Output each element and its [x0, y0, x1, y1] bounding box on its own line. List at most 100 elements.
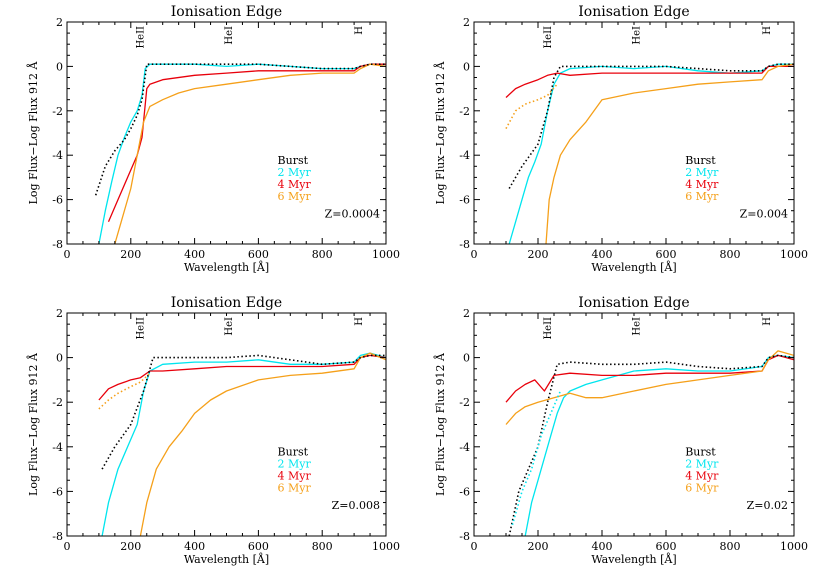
y-tick-label: -2 [459, 396, 470, 409]
series-line-6-myr [545, 63, 794, 244]
series-line-dotted-3 [101, 354, 386, 470]
series-line-6-myr [114, 63, 386, 244]
chart-panel-1: 0 200 400 600 800 1000 -8 -6 -4 -2 0 2 Ionisation Ed… [26, 4, 400, 274]
y-tick-label: 0 [56, 60, 63, 73]
edge-label-h: H [762, 26, 773, 35]
legend-entry: 2 Myr [685, 166, 719, 179]
legend-entry: 4 Myr [278, 470, 312, 483]
x-tick-label: 800 [720, 540, 741, 553]
y-tick-label: -4 [52, 149, 63, 162]
x-tick-label: 0 [64, 248, 71, 261]
x-tick-label: 600 [248, 248, 269, 261]
edge-label-h: H [354, 317, 365, 326]
series-line-dotted-4 [511, 390, 562, 526]
y-tick-label: -6 [52, 194, 63, 207]
edge-label-hei: HeI [224, 26, 235, 45]
chart-panel-4: 0 200 400 600 800 1000 -8 -6 -4 -2 0 2 Ionisation Ed… [433, 295, 808, 566]
legend-entry: 4 Myr [685, 178, 719, 191]
legend-entry: 2 Myr [278, 166, 312, 179]
x-tick-label: 400 [592, 248, 613, 261]
series-line-4-myr [98, 354, 386, 401]
y-axis-label: Log Flux−Log Flux 912 Å [26, 60, 40, 204]
series-line-dotted-4 [505, 83, 558, 129]
y-tick-label: -4 [52, 441, 63, 454]
y-tick-label: -6 [52, 485, 63, 498]
legend-entry: 2 Myr [278, 458, 312, 471]
x-tick-label: 800 [312, 248, 333, 261]
y-tick-label: -6 [459, 194, 470, 207]
y-tick-label: -8 [459, 238, 470, 251]
legend-entry: 6 Myr [685, 482, 719, 495]
x-axis-label: Wavelength [Å] [184, 260, 269, 274]
series-line-dotted-3 [94, 63, 386, 196]
x-tick-label: 600 [248, 540, 269, 553]
y-tick-label: 0 [463, 352, 470, 365]
legend-title: Burst [278, 154, 309, 167]
edge-label-h: H [354, 26, 365, 35]
y-axis-label: Log Flux−Log Flux 912 Å [433, 60, 447, 204]
legend-entry: 4 Myr [685, 470, 719, 483]
y-tick-label: 0 [463, 60, 470, 73]
y-tick-label: -2 [52, 105, 63, 118]
y-tick-label: 2 [463, 307, 470, 320]
x-tick-label: 600 [656, 248, 677, 261]
series-line-2-myr [524, 354, 794, 536]
x-tick-label: 1000 [372, 248, 400, 261]
x-tick-label: 0 [471, 248, 478, 261]
x-tick-label: 200 [528, 248, 549, 261]
y-tick-label: 2 [56, 16, 63, 29]
series-line-4-myr [505, 65, 794, 98]
x-tick-label: 0 [64, 540, 71, 553]
legend-title: Burst [685, 154, 716, 167]
y-tick-label: 2 [463, 16, 470, 29]
edge-label-hei: HeI [631, 26, 642, 45]
chart-panel-2: 0 200 400 600 800 1000 -8 -6 -4 -2 0 2 Ionisation Ed… [433, 4, 808, 274]
legend-entry: 4 Myr [278, 178, 312, 191]
x-tick-label: 400 [592, 540, 613, 553]
metallicity-label: Z=0.02 [747, 499, 788, 512]
edge-label-heii: HeII [543, 317, 554, 340]
series-group [505, 63, 794, 244]
x-tick-label: 1000 [780, 248, 808, 261]
edge-label-hei: HeI [631, 317, 642, 336]
x-tick-label: 0 [471, 540, 478, 553]
y-tick-label: -2 [52, 396, 63, 409]
x-axis-label: Wavelength [Å] [591, 260, 676, 274]
metallicity-label: Z=0.008 [332, 499, 380, 512]
chart-title: Ionisation Edge [171, 295, 282, 311]
chart-title: Ionisation Edge [578, 295, 689, 311]
metallicity-label: Z=0.004 [740, 207, 788, 220]
series-group [505, 350, 794, 536]
legend-entry: 6 Myr [278, 482, 312, 495]
chart-title: Ionisation Edge [578, 4, 689, 20]
y-tick-label: 0 [56, 352, 63, 365]
chart-title: Ionisation Edge [171, 4, 282, 20]
y-axis-label: Log Flux−Log Flux 912 Å [26, 352, 40, 496]
legend-title: Burst [278, 446, 309, 459]
x-tick-label: 1000 [780, 540, 808, 553]
series-line-6-myr [139, 352, 386, 536]
x-axis-label: Wavelength [Å] [184, 552, 269, 566]
x-tick-label: 800 [720, 248, 741, 261]
series-line-4-myr [107, 63, 386, 223]
edge-label-heii: HeII [136, 317, 147, 340]
legend-entry: 2 Myr [685, 458, 719, 471]
x-tick-label: 400 [184, 540, 205, 553]
y-tick-label: -8 [52, 238, 63, 251]
x-tick-label: 1000 [372, 540, 400, 553]
x-tick-label: 600 [656, 540, 677, 553]
x-tick-label: 400 [184, 248, 205, 261]
chart-panel-3: 0 200 400 600 800 1000 -8 -6 -4 -2 0 2 Ionisation Ed… [26, 295, 400, 566]
edge-label-h: H [762, 317, 773, 326]
edge-label-heii: HeII [136, 26, 147, 49]
edge-label-hei: HeI [224, 317, 235, 336]
y-tick-label: -4 [459, 149, 470, 162]
legend-title: Burst [685, 446, 716, 459]
metallicity-label: Z=0.0004 [325, 207, 380, 220]
legend-entry: 6 Myr [685, 190, 719, 203]
series-line-dotted-3 [508, 63, 794, 189]
y-axis-label: Log Flux−Log Flux 912 Å [433, 352, 447, 496]
x-tick-label: 200 [528, 540, 549, 553]
y-tick-label: -4 [459, 441, 470, 454]
